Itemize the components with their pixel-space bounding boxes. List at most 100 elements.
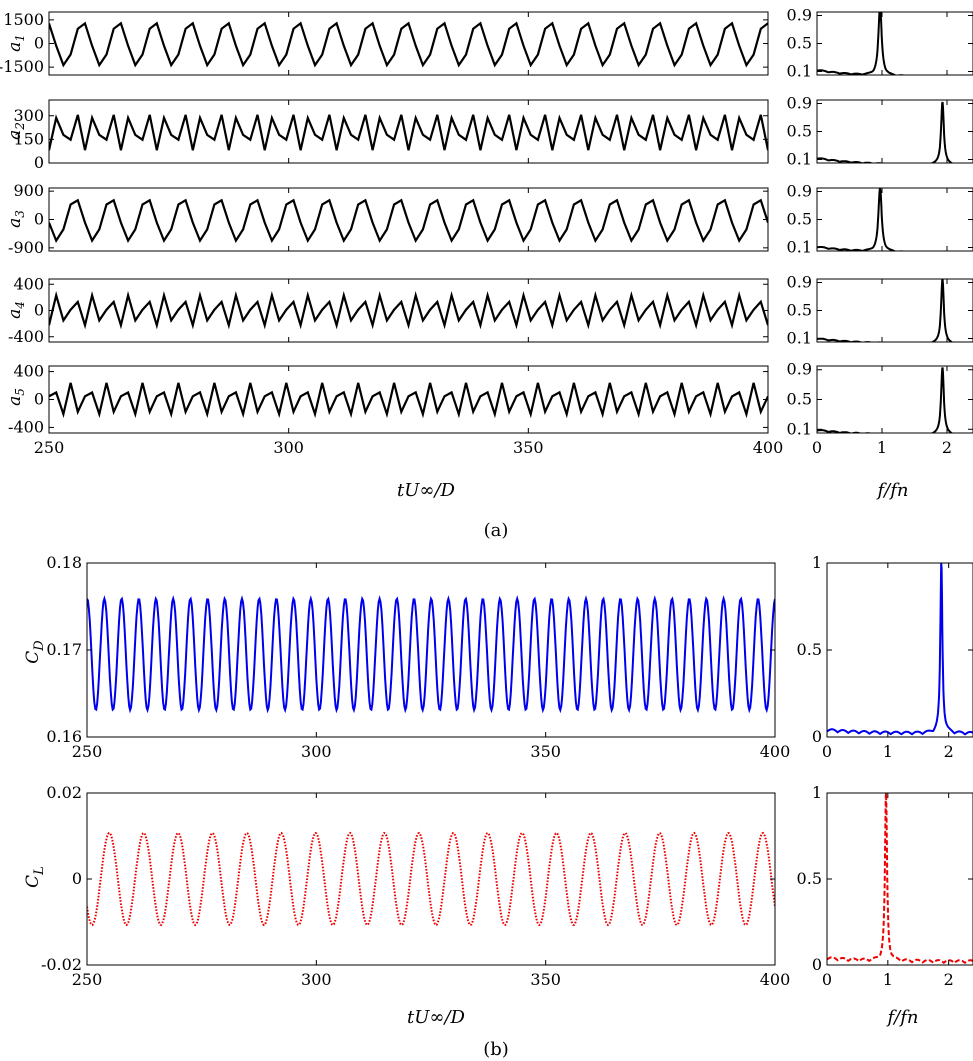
ytick-label-a4-spectrum: 0.9 bbox=[787, 273, 812, 292]
xtick-label-cl-spectrum: 1 bbox=[883, 970, 893, 989]
ytick-label-a1-spectrum: 0.9 bbox=[787, 6, 812, 25]
ytick-label-a5-spectrum: 0.5 bbox=[787, 390, 812, 409]
series-line-cd-time bbox=[87, 595, 775, 714]
series-line-a2-time bbox=[49, 114, 768, 151]
xtick-label-cd-time: 300 bbox=[301, 742, 332, 761]
series-line-a5-time bbox=[49, 382, 768, 419]
ylabel-a3-sub: 3 bbox=[13, 210, 27, 218]
series-line-a3-spectrum bbox=[817, 188, 916, 251]
ytick-label-cl-time: 0 bbox=[72, 869, 82, 888]
ytick-label-cd-spectrum: 1 bbox=[812, 553, 822, 572]
panel-a2-time: 300 150 0 bbox=[13, 99, 769, 172]
xtick-label-cd-time: 250 bbox=[72, 742, 103, 761]
ytick-label-a1-time: 1500 bbox=[3, 10, 44, 29]
xtick-label-a5-time: 250 bbox=[34, 438, 65, 457]
axes-frame-a5-time bbox=[48, 365, 769, 434]
panel-a3-spectrum: 0.9 0.5 0.1 bbox=[787, 182, 973, 257]
xtick-label-cd-spectrum: 1 bbox=[883, 742, 893, 761]
ylabel-a5-sub: 5 bbox=[13, 388, 27, 396]
ytick-label-a3-time: 0 bbox=[34, 210, 44, 229]
series-line-cd-spectrum bbox=[827, 563, 973, 736]
xtick-label-cd-spectrum: 2 bbox=[944, 742, 954, 761]
ytick-label-a4-time: 0 bbox=[34, 301, 44, 320]
ylabel-cd-sub: D bbox=[32, 640, 47, 652]
axes-frame-a2-time bbox=[48, 99, 769, 164]
ytick-label-a3-time: 900 bbox=[13, 181, 44, 200]
ylabel-a4-base: a bbox=[5, 309, 25, 319]
xtick-label-cd-time: 350 bbox=[530, 742, 561, 761]
ytick-label-a2-spectrum: 0.1 bbox=[787, 150, 812, 169]
ytick-label-cd-spectrum: 0 bbox=[812, 727, 822, 746]
series-line-a5-spectrum bbox=[817, 367, 960, 433]
ytick-label-a2-spectrum: 0.5 bbox=[787, 122, 812, 141]
xtick-label-a5-spectrum: 2 bbox=[942, 438, 952, 457]
ytick-label-a4-time: -400 bbox=[8, 327, 44, 346]
panel-a1-spectrum: 0.9 0.5 0.1 bbox=[787, 6, 973, 81]
axes-frame-cl-time bbox=[86, 792, 776, 966]
xtick-label-cl-time: 250 bbox=[72, 970, 103, 989]
axes-frame-cd-spectrum bbox=[826, 562, 973, 738]
axes-frame-a2-spectrum bbox=[816, 99, 973, 164]
panel-a5-time: 400 0 -400 250 300 350 400 bbox=[8, 362, 783, 457]
ytick-label-a3-spectrum: 0.5 bbox=[787, 210, 812, 229]
ytick-label-cd-time: 0.18 bbox=[46, 553, 82, 572]
ylabel-a5-base: a bbox=[5, 396, 25, 406]
xtick-label-cl-time: 300 bbox=[301, 970, 332, 989]
xtick-label-a5-spectrum: 0 bbox=[812, 438, 822, 457]
ylabel-a2-sub: 2 bbox=[13, 122, 27, 131]
series-line-cl-time bbox=[87, 831, 775, 927]
panel-a3-time: 900 0 -900 bbox=[8, 181, 769, 257]
xtick-label-cd-spectrum: 0 bbox=[822, 742, 832, 761]
series-line-cl-spectrum bbox=[827, 793, 973, 965]
series-line-a1-spectrum bbox=[817, 12, 926, 75]
ylabel-cl-sub: L bbox=[32, 866, 47, 876]
ytick-label-a5-time: 400 bbox=[13, 362, 44, 381]
xtick-label-cd-time: 400 bbox=[760, 742, 791, 761]
ytick-label-a2-time: 0 bbox=[34, 153, 44, 172]
xtick-label-cl-time: 350 bbox=[530, 970, 561, 989]
panel-cl-spectrum: 1 0.5 00 1 2 bbox=[797, 783, 973, 989]
xlabel-time-a: tU∞/D bbox=[397, 480, 455, 501]
ytick-label-cl-time: -0.02 bbox=[41, 955, 82, 974]
ytick-label-a2-time: 300 bbox=[13, 106, 44, 125]
ylabel-a1: a1 bbox=[5, 34, 27, 52]
xtick-label-a5-time: 400 bbox=[753, 438, 784, 457]
xlabel-time-b: tU∞/D bbox=[407, 1007, 465, 1028]
ytick-label-cl-spectrum: 1 bbox=[812, 783, 822, 802]
ytick-label-a5-time: 0 bbox=[34, 390, 44, 409]
panels: 15000-150030015009000-9004000-4004000-40… bbox=[0, 6, 973, 989]
ylabel-a5: a5 bbox=[5, 388, 27, 406]
ytick-label-a2-time: 150 bbox=[13, 129, 44, 148]
series-line-a1-time bbox=[49, 21, 768, 68]
ytick-label-cl-time: 0.02 bbox=[46, 783, 82, 802]
ytick-label-a3-spectrum: 0.9 bbox=[787, 182, 812, 201]
panel-a5-spectrum: 0.9 0.5 0.10 1 2 bbox=[787, 360, 973, 457]
axes-frame-a4-time bbox=[48, 278, 769, 343]
ytick-label-cd-time: 0.16 bbox=[46, 727, 82, 746]
axes-frame-a1-time bbox=[48, 11, 769, 76]
xtick-label-cl-time: 400 bbox=[760, 970, 791, 989]
ytick-label-a4-spectrum: 0.1 bbox=[787, 329, 812, 348]
axes-frame-a1-spectrum bbox=[816, 11, 973, 76]
ytick-label-a5-spectrum: 0.9 bbox=[787, 360, 812, 379]
axes-frame-a3-spectrum bbox=[816, 187, 973, 252]
ytick-label-a4-time: 400 bbox=[13, 274, 44, 293]
ytick-label-cl-spectrum: 0.5 bbox=[797, 869, 822, 888]
xtick-label-cl-spectrum: 2 bbox=[944, 970, 954, 989]
panel-a4-time: 400 0 -400 bbox=[8, 274, 769, 346]
ytick-label-a1-time: 0 bbox=[34, 34, 44, 53]
axes-frame-a4-spectrum bbox=[816, 278, 973, 343]
ylabel-a1-base: a bbox=[5, 42, 25, 52]
xtick-label-a5-spectrum: 1 bbox=[877, 438, 887, 457]
ytick-label-cl-spectrum: 0 bbox=[812, 955, 822, 974]
ytick-label-a5-time: -400 bbox=[8, 417, 44, 436]
xlabel-freq-a: f/fn bbox=[876, 480, 909, 501]
ylabel-a2: a2 bbox=[5, 122, 27, 140]
ytick-label-a1-spectrum: 0.1 bbox=[787, 62, 812, 81]
xlabel-freq-b: f/fn bbox=[886, 1007, 919, 1028]
panel-a1-time: 1500 0 -1500 bbox=[0, 10, 769, 76]
panel-a4-spectrum: 0.9 0.5 0.1 bbox=[787, 273, 973, 348]
